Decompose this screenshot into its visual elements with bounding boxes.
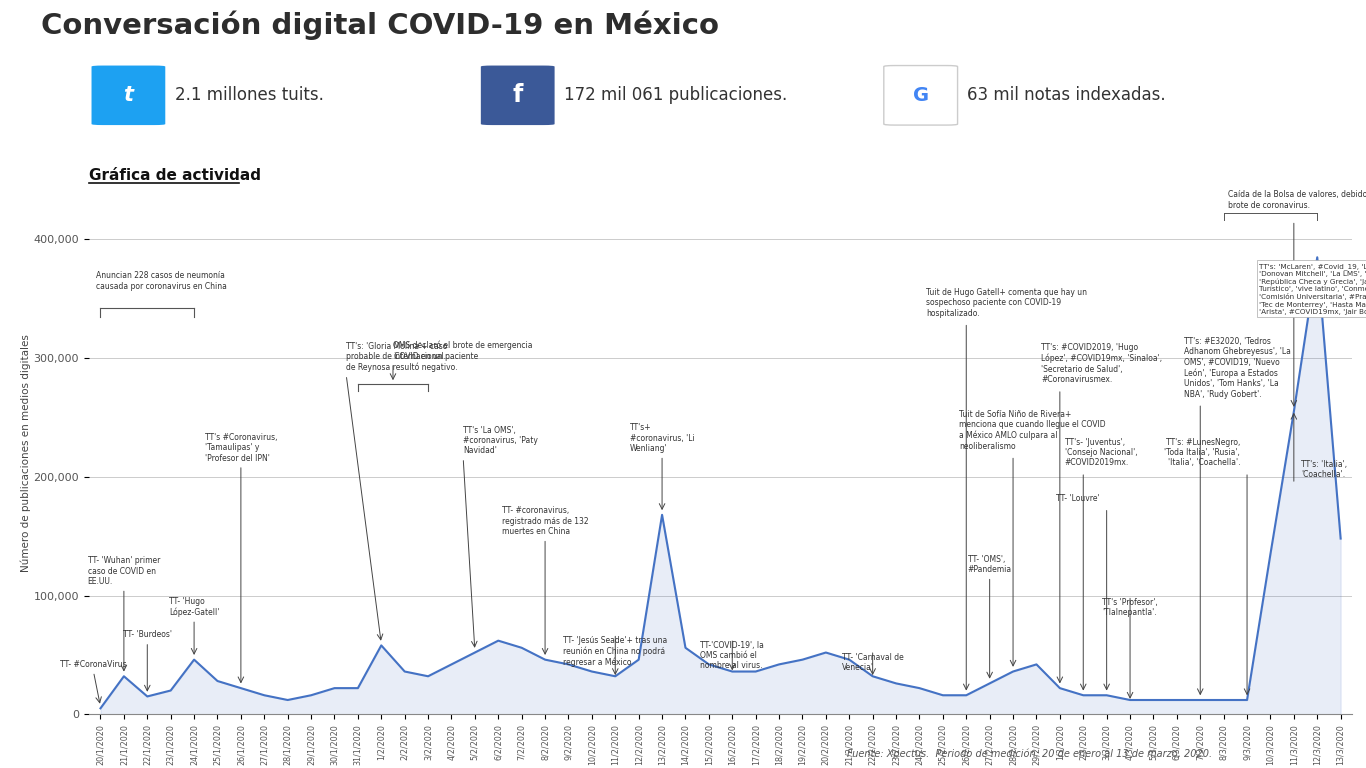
Text: TT- #CoronaVirus: TT- #CoronaVirus — [60, 660, 127, 669]
Text: Fuente: Xpectus.  Periodo de medición: 20 de enero al 13 de marzo, 2020.: Fuente: Xpectus. Periodo de medición: 20… — [847, 748, 1212, 759]
Text: TT's: #LunesNegro,
'Toda Italia', 'Rusia',
'Italia', 'Coachella'.: TT's: #LunesNegro, 'Toda Italia', 'Rusia… — [1164, 438, 1240, 468]
Text: 63 mil notas indexadas.: 63 mil notas indexadas. — [967, 86, 1165, 104]
Text: TT's: #E32020, 'Tedros
Adhanom Ghebreyesus', 'La
OMS', #COVID19, 'Nuevo
León', ': TT's: #E32020, 'Tedros Adhanom Ghebreyes… — [1184, 337, 1291, 399]
Text: TT- 'Burdeos': TT- 'Burdeos' — [123, 631, 172, 640]
Text: f: f — [512, 83, 523, 108]
Text: 2.1 millones tuits.: 2.1 millones tuits. — [175, 86, 324, 104]
Text: Conversación digital COVID-19 en México: Conversación digital COVID-19 en México — [41, 11, 719, 40]
Text: TT- #coronavirus,
registrado más de 132
muertes en China: TT- #coronavirus, registrado más de 132 … — [501, 506, 589, 536]
FancyBboxPatch shape — [481, 65, 555, 125]
Text: TT's: 'Gloria Molina'+ caso
probable de COVID en un paciente
de Reynosa resultó : TT's: 'Gloria Molina'+ caso probable de … — [346, 342, 478, 372]
Text: TT's- 'Juventus',
'Consejo Nacional',
#COVID2019mx.: TT's- 'Juventus', 'Consejo Nacional', #C… — [1064, 438, 1137, 468]
Text: Anuncian 228 casos de neumonía
causada por coronavirus en China: Anuncian 228 casos de neumonía causada p… — [96, 271, 227, 290]
Text: TT's 'La OMS',
#coronavirus, 'Paty
Navidad': TT's 'La OMS', #coronavirus, 'Paty Navid… — [463, 425, 538, 455]
Text: G: G — [912, 86, 929, 104]
Text: Caída de la Bolsa de valores, debido a la alerta sanitaria por el
brote de coron: Caída de la Bolsa de valores, debido a l… — [1228, 190, 1366, 210]
Text: TT- 'Hugo
López-Gatell': TT- 'Hugo López-Gatell' — [169, 597, 220, 617]
Text: TT's: #COVID2019, 'Hugo
López', #COVID19mx, 'Sinaloa',
'Secretario de Salud',
#C: TT's: #COVID2019, 'Hugo López', #COVID19… — [1041, 343, 1162, 384]
Text: TT- 'Carnaval de
Venecia': TT- 'Carnaval de Venecia' — [841, 653, 903, 672]
Text: TT- 'OMS',
#Pandemia: TT- 'OMS', #Pandemia — [967, 554, 1012, 574]
FancyBboxPatch shape — [884, 65, 958, 125]
Text: 172 mil 061 publicaciones.: 172 mil 061 publicaciones. — [564, 86, 787, 104]
Text: TT- 'Louvre': TT- 'Louvre' — [1056, 494, 1100, 503]
FancyBboxPatch shape — [92, 65, 165, 125]
Text: TT's #Coronavirus,
'Tamaulipas' y
'Profesor del IPN': TT's #Coronavirus, 'Tamaulipas' y 'Profe… — [205, 433, 277, 462]
Text: OMS declaró el brote de emergencia
internacional.: OMS declaró el brote de emergencia inter… — [393, 341, 533, 360]
Text: TT- 'Wuhan' primer
caso de COVID en
EE.UU.: TT- 'Wuhan' primer caso de COVID en EE.U… — [87, 556, 160, 586]
Text: TT's: 'McLaren', #Covid_19, 'La Bolsa Mexicana de Valores'
'Donovan Mitchell', ': TT's: 'McLaren', #Covid_19, 'La Bolsa Me… — [1258, 263, 1366, 315]
Text: TT's: 'Italia',
'Coachella'.: TT's: 'Italia', 'Coachella'. — [1300, 460, 1347, 479]
Text: Gráfica de actividad: Gráfica de actividad — [89, 167, 261, 183]
Text: Tuit de Sofía Niño de Rivera+
menciona que cuando llegue el COVID
a México AMLO : Tuit de Sofía Niño de Rivera+ menciona q… — [959, 410, 1106, 451]
Y-axis label: Número de publicaciones en medios digitales: Número de publicaciones en medios digita… — [20, 334, 30, 572]
Text: Tuit de Hugo Gatell+ comenta que hay un
sospechoso paciente con COVID-19
hospita: Tuit de Hugo Gatell+ comenta que hay un … — [926, 288, 1087, 318]
Text: TT- 'Jesús Seade'+ tras una
reunión en China no podrá
regresar a México: TT- 'Jesús Seade'+ tras una reunión en C… — [563, 636, 668, 667]
Text: TT's+
#coronavirus, 'Li
Wenliang': TT's+ #coronavirus, 'Li Wenliang' — [630, 423, 694, 453]
Text: t: t — [123, 85, 134, 105]
Text: TT's 'Profesor',
'Tlalnepantla'.: TT's 'Profesor', 'Tlalnepantla'. — [1102, 598, 1158, 617]
Text: TT-'COVID-19', la
OMS cambió el
nombre al virus.: TT-'COVID-19', la OMS cambió el nombre a… — [701, 641, 764, 670]
